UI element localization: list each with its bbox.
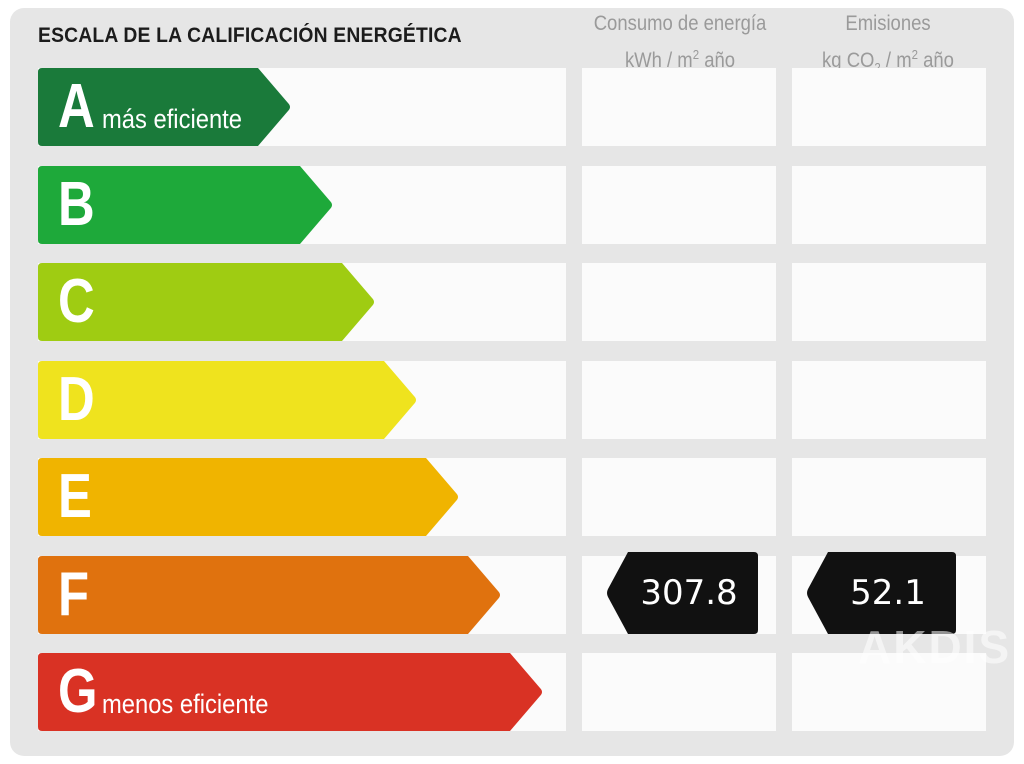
rating-letter-a: A — [58, 72, 95, 141]
energy-column-header: Consumo de energía kWh / m2 año — [588, 8, 771, 76]
emissions-header-line1: Emisiones — [845, 12, 931, 35]
emissions-cell-c — [792, 263, 986, 341]
energy-cell-b — [582, 166, 776, 244]
rating-letter-f: F — [58, 560, 90, 629]
watermark-logo: AKDIS — [858, 621, 1012, 673]
emissions-cell-d — [792, 361, 986, 439]
energy-value-text: 307.8 — [640, 573, 738, 613]
energy-value-marker: 307.8 — [606, 552, 758, 634]
emissions-cell-a — [792, 68, 986, 146]
rating-arrow-d: D — [38, 361, 416, 439]
rating-arrow-f: F — [38, 556, 500, 634]
emissions-cell-e — [792, 458, 986, 536]
energy-cell-e — [582, 458, 776, 536]
rating-letter-b: B — [58, 170, 95, 239]
rating-sublabel-g: menos eficiente — [102, 689, 269, 719]
rating-letter-d: D — [58, 365, 95, 434]
emissions-value-marker: 52.1 — [806, 552, 956, 634]
label-title: ESCALA DE LA CALIFICACIÓN ENERGÉTICA — [38, 24, 462, 47]
rating-arrow-c: C — [38, 263, 374, 341]
energy-header-line1: Consumo de energía — [593, 12, 767, 35]
emissions-value-text: 52.1 — [850, 573, 926, 613]
rating-letter-c: C — [58, 267, 95, 336]
rating-letter-g: G — [58, 657, 98, 726]
emissions-header-line2: kg CO2 / m2 año — [822, 47, 954, 75]
energy-cell-a — [582, 68, 776, 146]
emissions-column-header: Emisiones kg CO2 / m2 año — [796, 8, 979, 83]
energy-cell-g — [582, 653, 776, 731]
rating-sublabel-a: más eficiente — [102, 104, 242, 134]
rating-arrow-b: B — [38, 166, 332, 244]
energy-cell-c — [582, 263, 776, 341]
emissions-cell-g — [792, 653, 986, 731]
energy-cell-d — [582, 361, 776, 439]
energy-header-line2: kWh / m2 año — [624, 47, 736, 72]
emissions-cell-b — [792, 166, 986, 244]
rating-letter-e: E — [58, 462, 92, 531]
rating-arrow-e: E — [38, 458, 458, 536]
